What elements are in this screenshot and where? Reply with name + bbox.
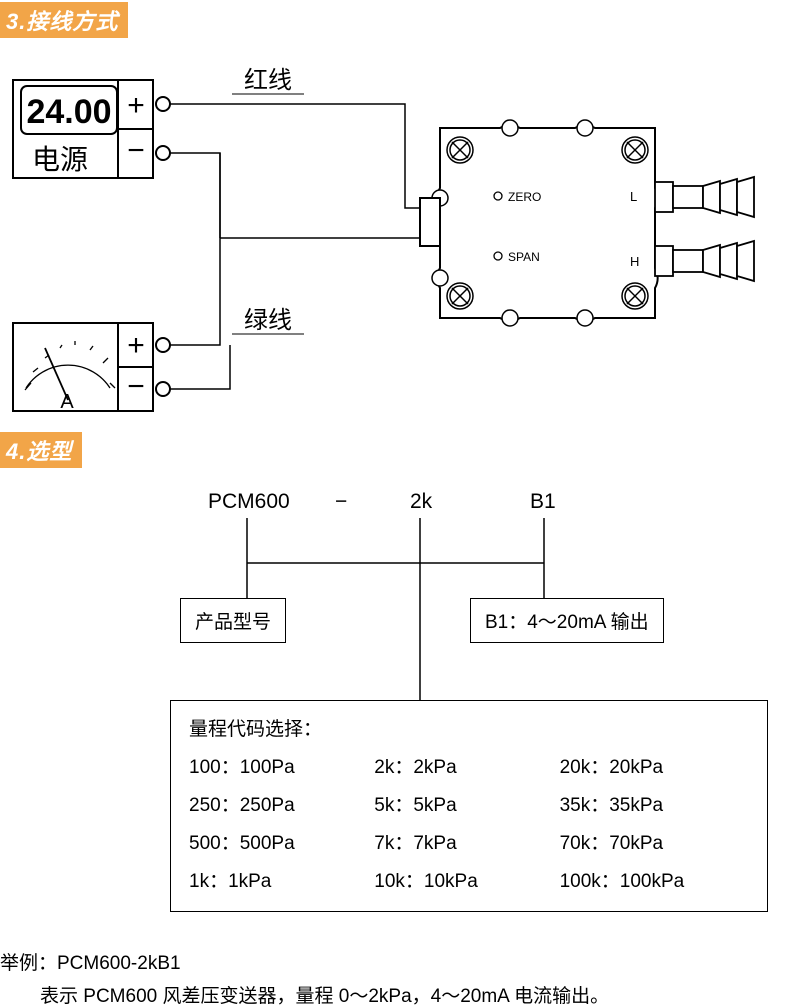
power-supply: 24.00 电源 + −	[13, 80, 170, 178]
red-wire-label: 红线	[244, 67, 292, 94]
power-label: 电源	[32, 144, 88, 175]
range-col3: 20k：20kPa 35k：35kPa 70k：70kPa 100k：100kP…	[560, 749, 740, 901]
model-part3: B1	[530, 490, 556, 514]
section-3-header: 3.接线方式	[0, 2, 128, 38]
output-box: B1：4～20mA 输出	[470, 598, 664, 643]
range-table: 量程代码选择： 100：100Pa 250：250Pa 500：500Pa 1k…	[170, 700, 768, 912]
range-col2: 2k：2kPa 5k：5kPa 7k：7kPa 10k：10kPa	[374, 749, 554, 901]
sensor-H-label: H	[630, 254, 639, 269]
sensor-span-label: SPAN	[508, 250, 540, 264]
model-part1: PCM600	[208, 490, 290, 514]
range-title: 量程代码选择：	[189, 711, 749, 749]
ammeter-plus: +	[127, 329, 145, 362]
example-line2: 表示 PCM600 风差压变送器，量程 0～2kPa，4～20mA 电流输出。	[0, 981, 790, 1008]
sensor-L-label: L	[630, 189, 637, 204]
plus-sign: +	[127, 89, 145, 122]
product-model-box: 产品型号	[180, 598, 286, 643]
minus-sign: −	[127, 134, 145, 167]
sensor-body: ZERO SPAN L H	[420, 120, 754, 326]
sensor-zero-label: ZERO	[508, 190, 541, 204]
ammeter-label: A	[60, 391, 74, 413]
model-dash: −	[335, 490, 347, 514]
section-4-header: 4.选型	[0, 432, 82, 468]
example-line1: 举例：PCM600-2kB1	[0, 948, 790, 975]
ammeter-minus: −	[127, 370, 145, 403]
wiring-diagram: 24.00 电源 + − A + −	[0, 38, 790, 428]
model-part2: 2k	[410, 490, 432, 514]
selection-tree: PCM600 − 2k B1 产品型号 B1：4～20mA 输出 量程代码选择：…	[0, 468, 790, 938]
power-display-value: 24.00	[26, 93, 111, 131]
range-col1: 100：100Pa 250：250Pa 500：500Pa 1k：1kPa	[189, 749, 369, 901]
green-wire-label: 绿线	[244, 307, 292, 334]
ammeter: A + −	[13, 323, 170, 413]
